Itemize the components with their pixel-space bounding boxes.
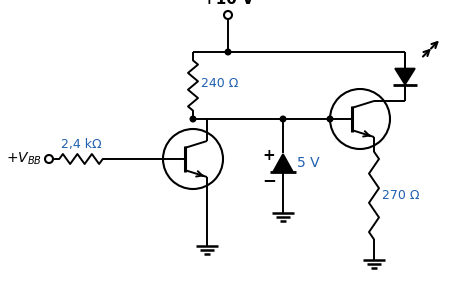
Text: +10 V: +10 V <box>202 0 254 7</box>
Circle shape <box>190 116 196 122</box>
Text: 240 Ω: 240 Ω <box>201 77 239 90</box>
Text: +: + <box>263 148 276 164</box>
Circle shape <box>280 116 286 122</box>
Circle shape <box>327 116 333 122</box>
Text: 270 Ω: 270 Ω <box>382 189 420 202</box>
Text: $+V_{BB}$: $+V_{BB}$ <box>6 151 42 167</box>
Text: 5 V: 5 V <box>297 156 319 170</box>
Polygon shape <box>395 69 415 85</box>
Polygon shape <box>273 154 293 172</box>
Text: 2,4 kΩ: 2,4 kΩ <box>61 138 101 151</box>
Circle shape <box>225 49 231 55</box>
Text: −: − <box>262 171 276 189</box>
